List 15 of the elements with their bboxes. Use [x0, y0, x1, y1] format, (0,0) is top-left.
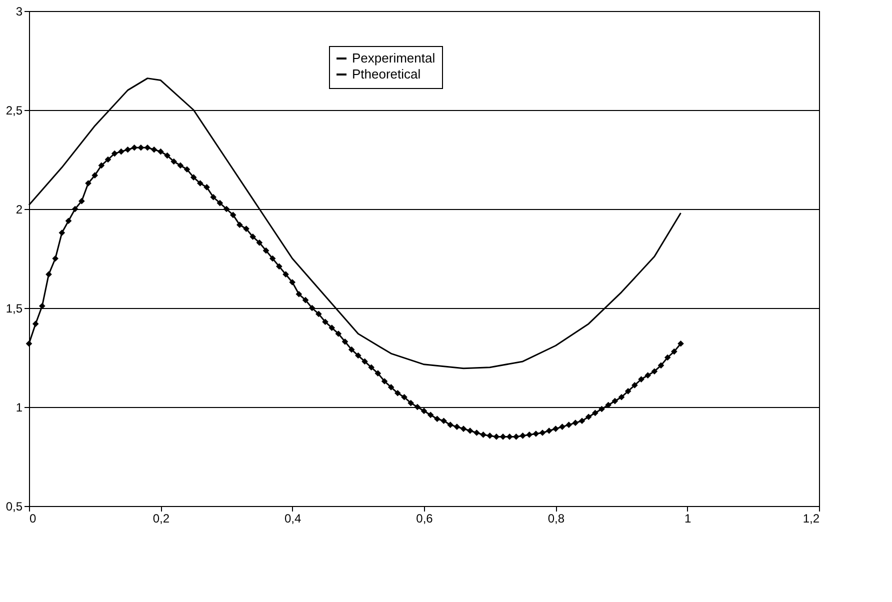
- y-tick-label: 3: [16, 4, 23, 18]
- y-tick-label: 2: [16, 202, 23, 216]
- x-tick-label: 1,2: [802, 512, 820, 526]
- x-tick-label: 0,4: [284, 512, 302, 526]
- legend-label: Ptheoretical: [352, 66, 421, 82]
- y-tick-label: 2,5: [6, 104, 23, 118]
- x-tick-label: 0: [30, 512, 36, 526]
- x-tick-label: 0,2: [152, 512, 170, 526]
- y-tick-label: 1,5: [6, 302, 23, 316]
- legend-label: Pexperimental: [352, 50, 436, 66]
- y-tick-label: 0,5: [6, 500, 23, 514]
- x-tick-label: 1: [684, 512, 692, 526]
- x-tick-label: 0,6: [416, 512, 434, 526]
- x-tick-label: 0,8: [548, 512, 565, 526]
- y-tick-label: 1: [16, 400, 23, 414]
